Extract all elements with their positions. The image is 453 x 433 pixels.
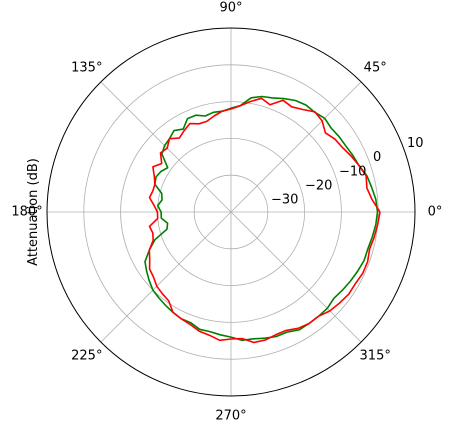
theta-tick-label-135: 135° (71, 60, 102, 75)
theta-gridline-45 (230, 81, 362, 213)
theta-tick-label-45: 45° (364, 60, 387, 75)
series-red-line (148, 97, 381, 344)
theta-gridline-225 (100, 211, 232, 343)
r-tick-label: −30 (271, 192, 298, 207)
theta-gridline-135 (100, 81, 232, 213)
series-layer (144, 95, 381, 344)
series-green-line (144, 95, 379, 342)
r-labels: −30 −20 −10 0 10 (271, 136, 424, 207)
r-gridline (193, 174, 269, 250)
r-tick-label: −20 (305, 178, 332, 193)
theta-tick-label-180: 180° (11, 205, 42, 220)
y-axis-label: Attenuation (dB) (26, 158, 41, 266)
r-tick-label: 10 (407, 136, 424, 151)
r-gridline (83, 64, 379, 360)
r-tick-label: 0 (373, 150, 381, 165)
theta-tick-label-225: 225° (71, 349, 102, 364)
r-gridline (120, 101, 342, 323)
polar-spine (46, 27, 416, 397)
theta-tick-label-315: 315° (360, 349, 391, 364)
theta-tick-label-0: 0° (428, 205, 443, 220)
r-tick-label: −10 (339, 164, 366, 179)
grid-layer (47, 28, 415, 396)
theta-tick-label-90: 90° (219, 1, 242, 16)
theta-tick-label-270: 270° (215, 409, 246, 424)
theta-gridline-315 (230, 211, 362, 343)
theta-labels: 0° 45° 90° 135° 180° 225° 270° 315° (11, 1, 442, 424)
